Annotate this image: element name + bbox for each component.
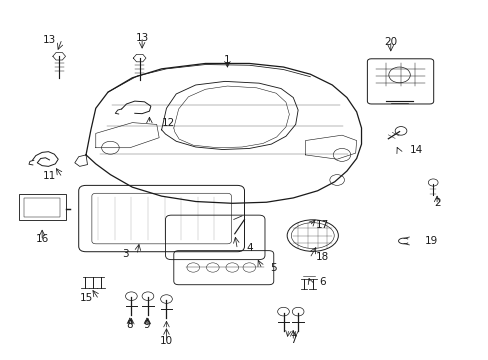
Text: 2: 2 bbox=[433, 198, 440, 208]
Text: 7: 7 bbox=[289, 334, 296, 345]
Text: 11: 11 bbox=[43, 171, 56, 181]
Text: 14: 14 bbox=[409, 144, 423, 154]
Text: 16: 16 bbox=[36, 234, 49, 244]
Text: 1: 1 bbox=[224, 55, 230, 65]
Text: 5: 5 bbox=[270, 263, 277, 273]
Text: 19: 19 bbox=[424, 236, 437, 246]
Bar bbox=[19, 194, 65, 220]
Text: 12: 12 bbox=[161, 118, 175, 128]
Text: 15: 15 bbox=[79, 293, 92, 303]
Text: 10: 10 bbox=[160, 336, 173, 346]
Text: 20: 20 bbox=[384, 37, 397, 47]
Text: 4: 4 bbox=[245, 243, 252, 253]
Text: 17: 17 bbox=[315, 220, 328, 230]
Text: 6: 6 bbox=[319, 277, 325, 287]
Text: 8: 8 bbox=[126, 320, 133, 330]
Text: 9: 9 bbox=[143, 320, 150, 330]
Text: 3: 3 bbox=[122, 248, 128, 258]
Text: 13: 13 bbox=[135, 33, 148, 43]
Bar bbox=[24, 198, 60, 217]
Text: 13: 13 bbox=[43, 35, 56, 45]
Text: 18: 18 bbox=[315, 252, 328, 262]
